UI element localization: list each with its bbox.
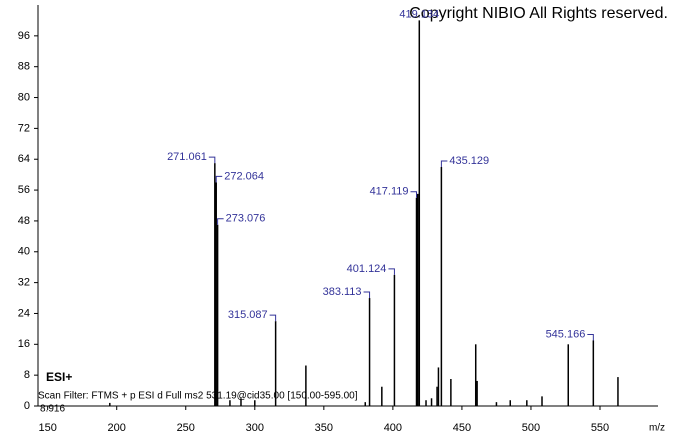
- x-tick-label: 300: [246, 422, 264, 434]
- label-bracket: [410, 191, 418, 198]
- peak-label: 383.113: [323, 286, 362, 298]
- x-tick-label: 250: [177, 422, 195, 434]
- y-tick-label: 24: [18, 307, 30, 319]
- peak-label: 435.129: [449, 155, 489, 167]
- label-bracket: [440, 160, 448, 167]
- y-tick-label: 8: [24, 369, 30, 381]
- x-tick-label: 500: [522, 422, 540, 434]
- copyright: Copyright NIBIO All Rights reserved.: [409, 5, 668, 22]
- label-bracket: [215, 175, 223, 183]
- x-tick-label: 400: [384, 422, 402, 434]
- peak-label: 419.134: [399, 8, 439, 20]
- y-tick-label: 16: [18, 338, 30, 350]
- x-tick-label: 200: [108, 422, 126, 434]
- peak-label: 545.166: [546, 328, 586, 340]
- peak-label: 401.124: [347, 263, 387, 275]
- x-tick-label: 550: [591, 422, 609, 434]
- x-tick-label: 150: [38, 422, 56, 434]
- label-bracket: [363, 291, 371, 299]
- peak-label: 271.061: [167, 151, 207, 163]
- retention-time: 8.916: [40, 404, 65, 415]
- x-tick-label: 450: [453, 422, 471, 434]
- x-axis-label: m/z: [649, 423, 665, 434]
- label-bracket: [208, 156, 216, 164]
- y-tick-label: 32: [18, 277, 30, 289]
- scan-filter: Scan Filter: FTMS + p ESI d Full ms2 531…: [38, 391, 358, 402]
- y-tick-label: 48: [18, 215, 30, 227]
- y-tick-label: 88: [18, 61, 30, 73]
- y-tick-label: 64: [18, 153, 30, 165]
- peak-label: 272.064: [224, 170, 264, 182]
- label-bracket: [388, 268, 395, 275]
- label-bracket: [217, 218, 224, 225]
- label-bracket: [587, 333, 594, 341]
- y-tick-label: 0: [24, 400, 30, 412]
- peak-label: 315.087: [228, 309, 268, 321]
- ionization-label: ESI+: [46, 370, 72, 384]
- peak-label: 417.119: [370, 186, 409, 198]
- y-tick-label: 56: [18, 184, 30, 196]
- y-tick-label: 96: [18, 30, 30, 42]
- x-tick-label: 350: [315, 422, 333, 434]
- peak-label: 273.076: [226, 213, 266, 225]
- y-tick-label: 80: [18, 91, 30, 103]
- label-bracket: [269, 314, 277, 322]
- y-tick-label: 72: [18, 122, 30, 134]
- y-tick-label: 40: [18, 246, 30, 258]
